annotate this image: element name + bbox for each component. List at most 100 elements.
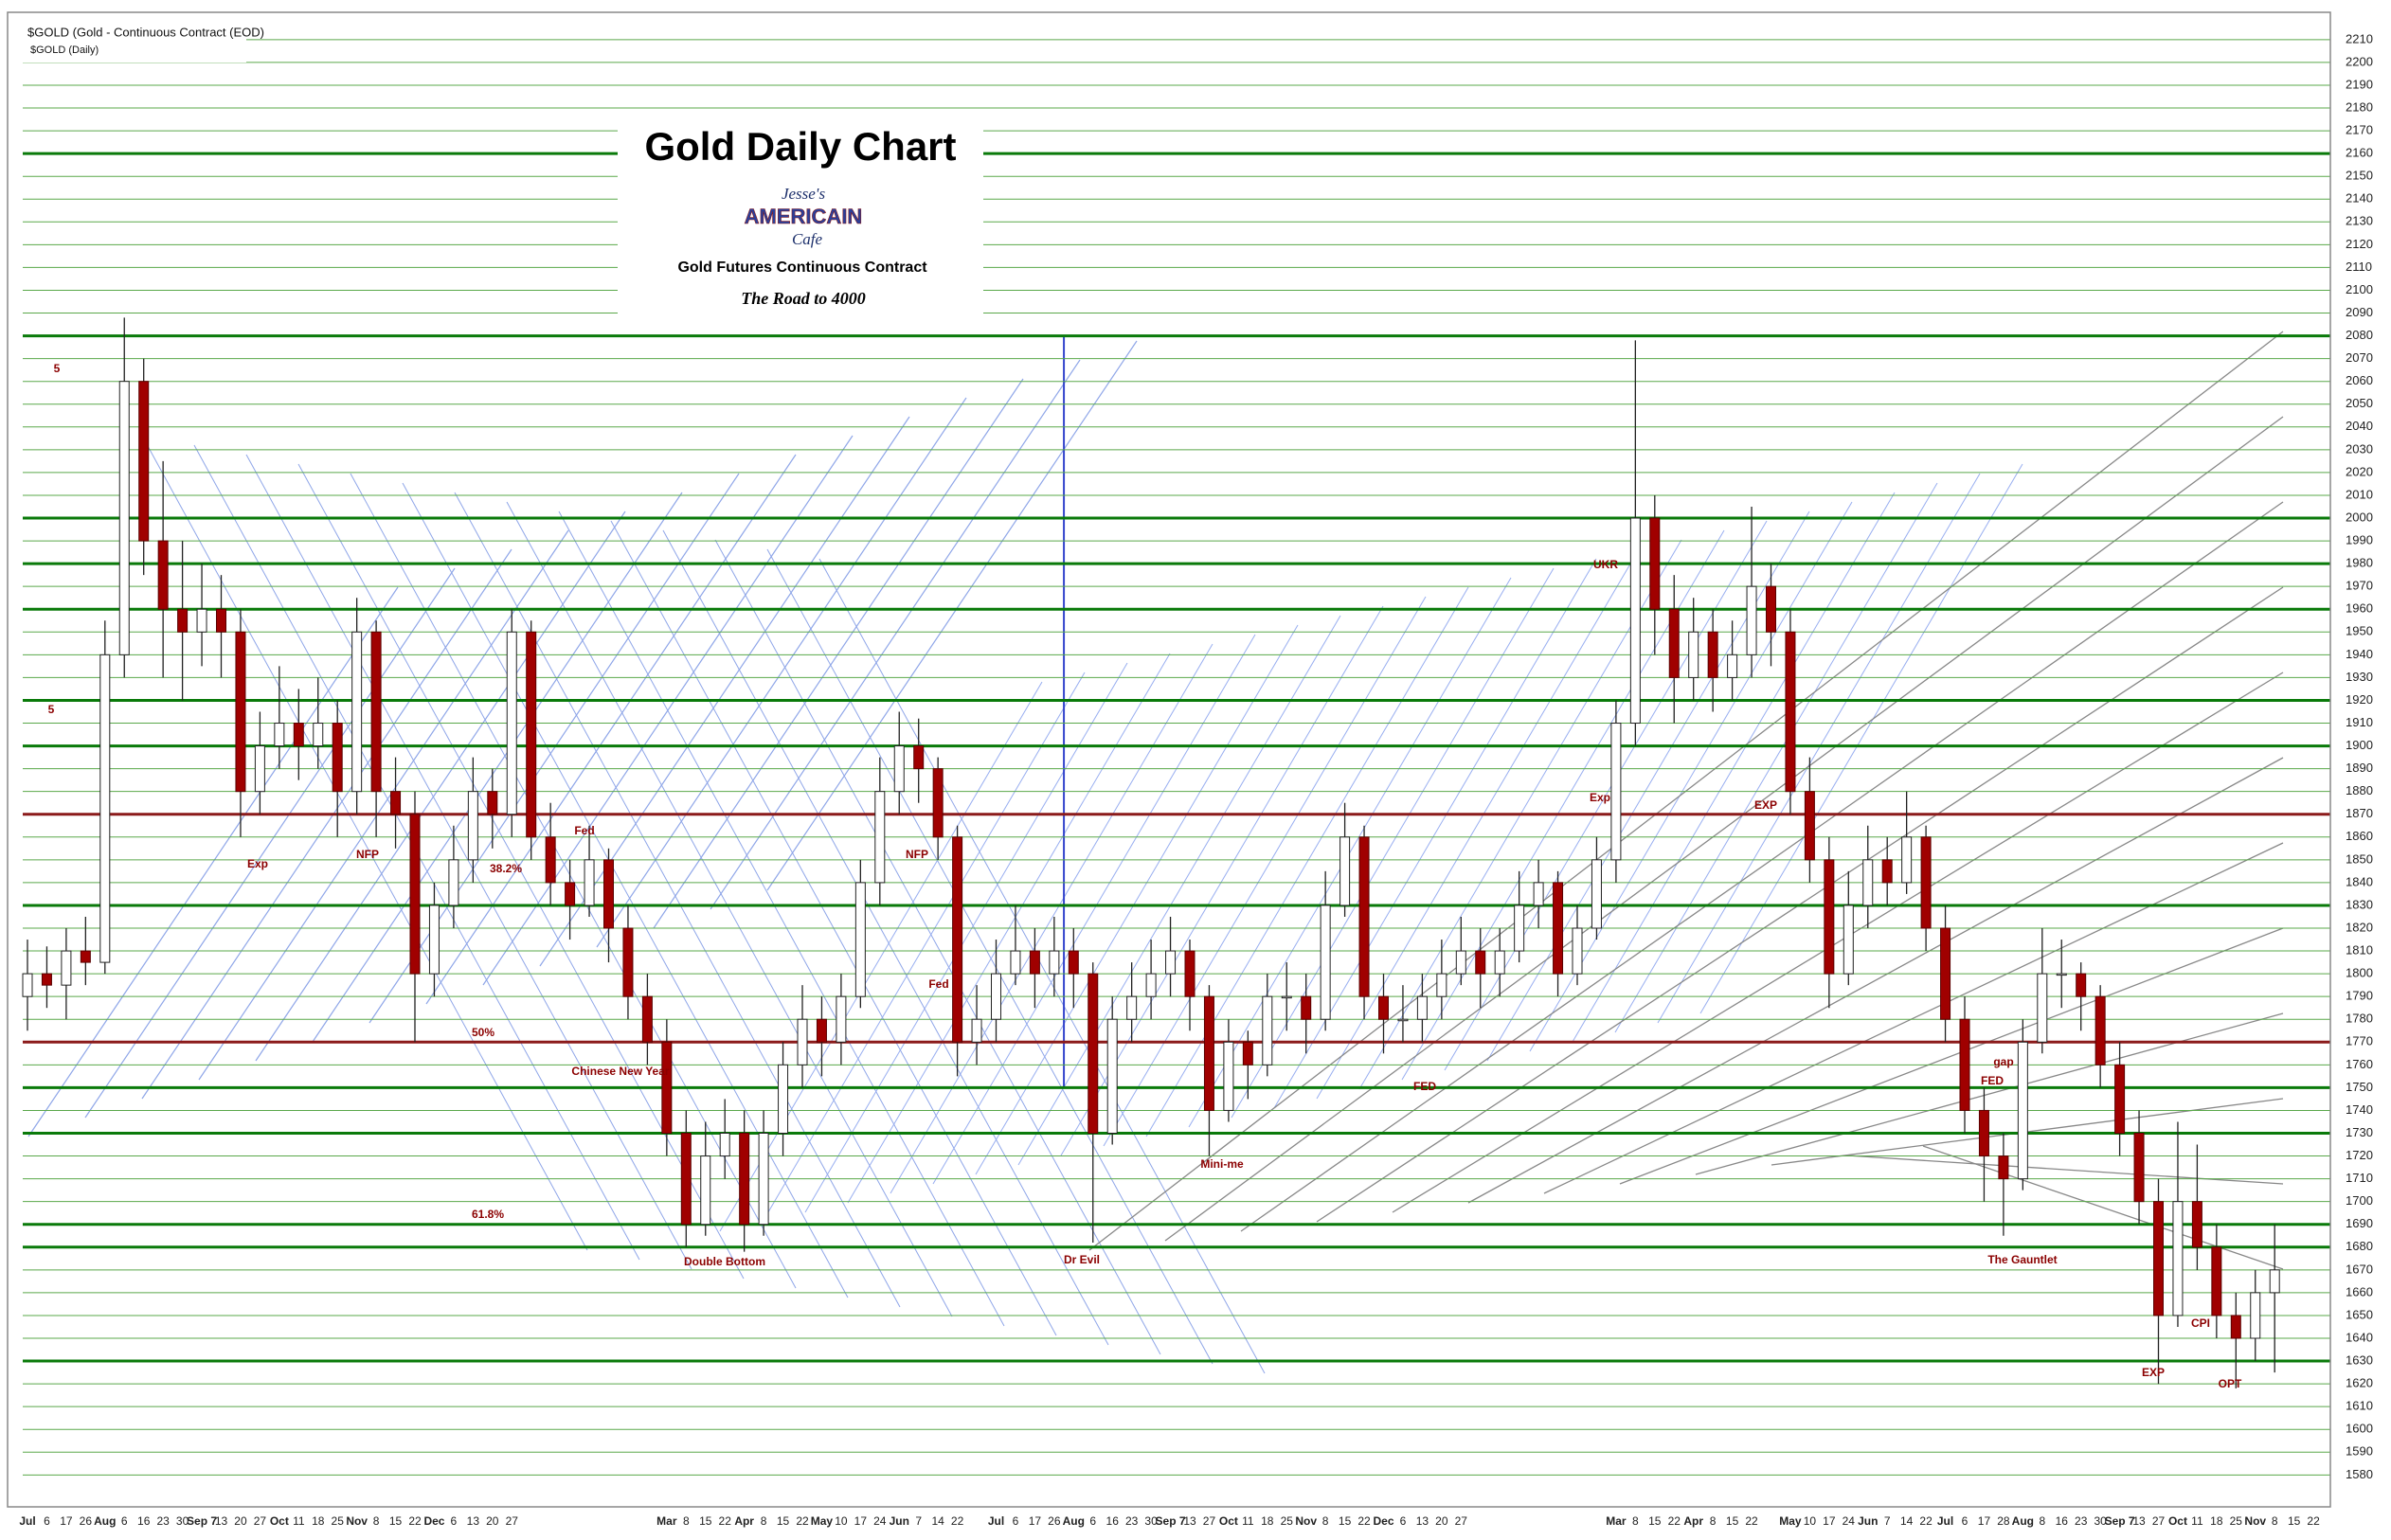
y-tick-label: 1860 xyxy=(2346,829,2373,843)
candle-body xyxy=(603,859,614,929)
y-tick-label: 2130 xyxy=(2346,214,2373,228)
x-tick-label: May xyxy=(811,1514,834,1528)
candle-body xyxy=(1029,950,1040,975)
fan-line xyxy=(425,454,797,1005)
y-tick-label: 2100 xyxy=(2346,282,2373,296)
candle-body xyxy=(293,723,304,747)
labels: 1580159016001610162016301640165016601670… xyxy=(19,31,2373,1528)
x-tick-label: 13 xyxy=(215,1514,228,1528)
y-tick-label: 2110 xyxy=(2346,260,2372,274)
annotation: FED xyxy=(1413,1080,1436,1093)
y-tick-label: 2020 xyxy=(2346,464,2373,478)
y-tick-label: 1610 xyxy=(2346,1399,2373,1413)
x-tick-label: 27 xyxy=(254,1514,267,1528)
annotation: 38.2% xyxy=(490,862,522,875)
candle-body xyxy=(932,768,944,838)
candle-body xyxy=(1106,1018,1118,1134)
candle-body xyxy=(487,791,498,815)
x-tick-label: 14 xyxy=(1900,1514,1914,1528)
y-tick-label: 1700 xyxy=(2346,1193,2373,1208)
y-tick-label: 1660 xyxy=(2346,1284,2373,1298)
x-tick-label: 23 xyxy=(156,1514,170,1528)
symbol-box xyxy=(9,15,246,63)
trend-line xyxy=(1543,842,2284,1194)
x-tick-label: Apr xyxy=(734,1514,754,1528)
x-tick-label: 22 xyxy=(951,1514,964,1528)
x-tick-label: Oct xyxy=(1219,1514,1238,1528)
candle-body xyxy=(893,745,905,793)
x-tick-label: Mar xyxy=(656,1514,677,1528)
candle-body xyxy=(1475,950,1486,975)
fan-line xyxy=(932,634,1256,1185)
fan-line xyxy=(804,662,1128,1213)
candle-body xyxy=(428,904,440,975)
x-tick-label: 15 xyxy=(389,1514,403,1528)
symbol-sub: $GOLD (Daily) xyxy=(30,45,99,56)
y-tick-label: 1820 xyxy=(2346,920,2373,934)
trend-line xyxy=(1619,927,2284,1185)
x-tick-label: 11 xyxy=(293,1514,305,1528)
candle-body xyxy=(370,631,382,793)
y-tick-label: 2010 xyxy=(2346,487,2373,501)
y-tick-label: 1930 xyxy=(2346,670,2373,684)
annotation: 5 xyxy=(48,703,55,716)
fan-line xyxy=(762,672,1086,1223)
y-tick-label: 1750 xyxy=(2346,1080,2373,1094)
x-tick-label: Sep 7 xyxy=(1156,1514,1186,1528)
fan-line xyxy=(1657,473,1981,1024)
y-tick-label: 1850 xyxy=(2346,851,2373,866)
y-tick-label: 1720 xyxy=(2346,1148,2373,1162)
x-tick-label: 15 xyxy=(1726,1514,1739,1528)
fan-line xyxy=(1316,548,1640,1100)
x-tick-label: 27 xyxy=(2152,1514,2166,1528)
x-tick-label: 15 xyxy=(1339,1514,1352,1528)
candle-body xyxy=(254,745,265,793)
candle-body xyxy=(700,1155,711,1226)
y-tick-label: 2030 xyxy=(2346,441,2373,456)
y-tick-label: 2080 xyxy=(2346,328,2373,342)
candle-body xyxy=(99,654,111,963)
annotation: CPI xyxy=(2191,1316,2210,1330)
candle-body xyxy=(1707,631,1718,678)
y-tick-label: 1650 xyxy=(2346,1307,2373,1321)
candle-body xyxy=(1998,1155,2009,1180)
candle-body xyxy=(1145,973,1157,997)
y-tick-label: 1580 xyxy=(2346,1467,2373,1481)
candle-body xyxy=(313,723,324,747)
trend-line xyxy=(1922,1145,2284,1270)
y-tick-label: 1810 xyxy=(2346,942,2373,957)
y-tick-label: 1880 xyxy=(2346,783,2373,797)
candle-body xyxy=(778,1064,789,1134)
x-tick-label: 30 xyxy=(176,1514,189,1528)
x-tick-label: 27 xyxy=(1455,1514,1468,1528)
y-tick-label: 2140 xyxy=(2346,191,2373,206)
x-tick-label: Nov xyxy=(1295,1514,1317,1528)
annotation: Exp xyxy=(247,857,268,870)
candle-body xyxy=(467,791,478,861)
y-tick-label: 2060 xyxy=(2346,373,2373,387)
y-tick-label: 1990 xyxy=(2346,533,2373,547)
x-tick-label: Dec xyxy=(1373,1514,1393,1528)
x-tick-label: Aug xyxy=(94,1514,116,1528)
annotation: Fed xyxy=(928,977,948,991)
x-tick-label: 6 xyxy=(451,1514,458,1528)
candle-body xyxy=(177,608,189,633)
x-tick-label: 20 xyxy=(234,1514,247,1528)
annotation: EXP xyxy=(2142,1366,2165,1379)
candle-body xyxy=(1262,995,1273,1065)
x-tick-label: 25 xyxy=(1281,1514,1294,1528)
candle-body xyxy=(1629,517,1641,725)
x-tick-label: 30 xyxy=(1144,1514,1158,1528)
fan-line xyxy=(975,624,1299,1175)
x-tick-label: 6 xyxy=(1013,1514,1019,1528)
candle-body xyxy=(1203,995,1214,1111)
y-tick-label: 1590 xyxy=(2346,1444,2373,1459)
x-tick-label: 16 xyxy=(1106,1514,1120,1528)
y-tick-label: 1630 xyxy=(2346,1352,2373,1367)
y-tick-label: 2000 xyxy=(2346,510,2373,524)
fan-line xyxy=(710,359,1081,910)
fan-line xyxy=(141,435,588,1251)
x-tick-label: 14 xyxy=(931,1514,944,1528)
candle-body xyxy=(506,631,517,815)
candle-body xyxy=(2114,1064,2126,1134)
